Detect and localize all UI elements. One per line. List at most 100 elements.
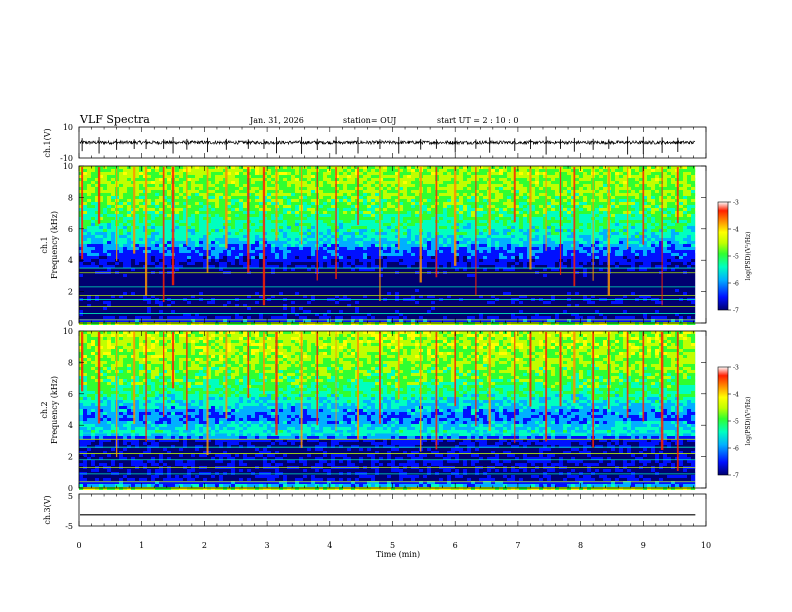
ch1-spectrogram-cell bbox=[415, 166, 419, 169]
ch1-spectrogram-cell bbox=[579, 220, 583, 223]
ch1-spectrogram-cell bbox=[503, 208, 507, 211]
ch1-spectrogram-cell bbox=[303, 169, 307, 172]
ch1-spectrogram-cell bbox=[371, 178, 375, 181]
ch1-spectrogram-cell bbox=[215, 184, 219, 187]
ch1-spectrogram-cell bbox=[179, 214, 183, 217]
ch1-spectrogram-cell bbox=[583, 202, 587, 205]
ch1-spectrogram-cell bbox=[663, 181, 667, 184]
ch1-spectrogram-cell bbox=[287, 208, 291, 211]
ch1-spectrogram-cell bbox=[595, 196, 599, 199]
ch1-spectrogram-cell bbox=[391, 217, 395, 220]
ch1-spectrogram-cell bbox=[107, 220, 111, 223]
ch1-spectrogram-cell bbox=[311, 205, 315, 208]
ch1-spectrogram-cell bbox=[283, 190, 287, 193]
ch1-spectrogram-cell bbox=[635, 175, 639, 178]
ch1-spectrogram-cell bbox=[255, 178, 259, 181]
ch1-spectrogram-cell bbox=[343, 223, 347, 226]
ch1-spectrogram-cell bbox=[255, 220, 259, 223]
ch1-spectrogram-cell bbox=[343, 169, 347, 172]
ch1-spectrogram-cell bbox=[595, 172, 599, 175]
ch1-spectrogram-cell bbox=[259, 187, 263, 190]
ch1-spectrogram-cell bbox=[343, 193, 347, 196]
ch1-spectrogram-cell bbox=[599, 220, 603, 223]
ch1-spectrogram-cell bbox=[139, 178, 143, 181]
ch1-spectrogram-cell bbox=[539, 214, 543, 217]
ch1-spectrogram-cell bbox=[603, 199, 607, 202]
ch1-spectrogram-cell bbox=[235, 202, 239, 205]
ch1-spectrogram-cell bbox=[507, 178, 511, 181]
ch1-spectrogram-cell bbox=[111, 178, 115, 181]
ch1-spectrogram-cell bbox=[235, 184, 239, 187]
ch1-spectrogram-cell bbox=[431, 181, 435, 184]
ch1-spectrogram-cell bbox=[267, 175, 271, 178]
ch1-spectrogram-cell bbox=[187, 190, 191, 193]
ch1-spectrogram-cell bbox=[535, 193, 539, 196]
ch1-spectrogram-cell bbox=[423, 214, 427, 217]
ch1-spectrogram-cell bbox=[443, 208, 447, 211]
ch1-spectrogram-cell bbox=[339, 220, 343, 223]
ch1-spectrogram-cell bbox=[691, 205, 695, 208]
ch1-spectrogram-cell bbox=[639, 202, 643, 205]
ch1-spectrogram-cell bbox=[375, 190, 379, 193]
ch1-spectrogram-cell bbox=[347, 166, 351, 169]
ch1-spectrogram-cell bbox=[339, 211, 343, 214]
ch1-spectrogram-cell bbox=[431, 211, 435, 214]
ch1-spectrogram-cell bbox=[331, 208, 335, 211]
ch1-spectrogram-cell bbox=[407, 175, 411, 178]
ch1-spectrogram-cell bbox=[119, 166, 123, 169]
ch1-spectrogram-cell bbox=[215, 202, 219, 205]
ch1-spectrogram-cell bbox=[427, 214, 431, 217]
ch1-spectrogram-cell bbox=[211, 199, 215, 202]
ch1-spectrogram-cell bbox=[331, 199, 335, 202]
ch1-spectrogram-cell bbox=[599, 187, 603, 190]
ch1-spectrogram-cell bbox=[471, 211, 475, 214]
ch1-spectrogram-cell bbox=[467, 211, 471, 214]
ch1-spectrogram-cell bbox=[635, 199, 639, 202]
ch1-spectrogram-cell bbox=[367, 211, 371, 214]
ch1-spectrogram-cell bbox=[227, 178, 231, 181]
ch1-spectrogram-cell bbox=[531, 208, 535, 211]
ch1-spectrogram-cell bbox=[619, 202, 623, 205]
ch1-spectrogram-cell bbox=[151, 187, 155, 190]
ch1-spectrogram-cell bbox=[363, 211, 367, 214]
ch1-spectrogram-cell bbox=[443, 169, 447, 172]
ch1-spectrogram-cell bbox=[447, 172, 451, 175]
ch1-spectrogram-cell bbox=[483, 205, 487, 208]
ch1-spectrogram-cell bbox=[363, 205, 367, 208]
ch1-spectrogram-cell bbox=[603, 217, 607, 220]
ch1-spectrogram-cell bbox=[139, 217, 143, 220]
ch1-spectrogram-cell bbox=[447, 175, 451, 178]
ch1-spectrogram-cell bbox=[363, 202, 367, 205]
ch1-spectrogram-cell bbox=[123, 187, 127, 190]
ch1-spectrogram-cell bbox=[671, 199, 675, 202]
ch1-spectrogram-cell bbox=[203, 169, 207, 172]
ch1-spectrogram-cell bbox=[343, 205, 347, 208]
ch1-spectrogram-cell bbox=[311, 202, 315, 205]
ch1-spectrogram-cell bbox=[363, 217, 367, 220]
ch1-spectrogram-cell bbox=[663, 205, 667, 208]
ch1-spectrogram-cell bbox=[535, 181, 539, 184]
ch1-spectrogram-cell bbox=[159, 208, 163, 211]
ch1-spectrogram-cell bbox=[495, 214, 499, 217]
ch1-spectrogram-cell bbox=[119, 205, 123, 208]
ch1-spectrogram-cell bbox=[663, 196, 667, 199]
ch1-spectrogram-cell bbox=[107, 205, 111, 208]
ch1-spectrogram-cell bbox=[483, 166, 487, 169]
ch1-spectrogram-cell bbox=[603, 211, 607, 214]
ch1-spectrogram-cell bbox=[307, 208, 311, 211]
ch1-spectrogram-cell bbox=[567, 172, 571, 175]
ch1-spectrogram-cell bbox=[231, 211, 235, 214]
ch1-spectrogram-cell bbox=[579, 178, 583, 181]
ch1-spectrogram-cell bbox=[691, 181, 695, 184]
ch1-spectrogram-cell bbox=[259, 166, 263, 169]
ch1-spectrogram-cell bbox=[575, 178, 579, 181]
ch1-spectrogram-cell bbox=[215, 196, 219, 199]
ch1-spectrogram-cell bbox=[327, 196, 331, 199]
ch1-spectrogram-cell bbox=[191, 190, 195, 193]
ch1-spectrogram-cell bbox=[507, 190, 511, 193]
ch1-spectrogram-cell bbox=[427, 169, 431, 172]
ch1-spectrogram-cell bbox=[611, 220, 615, 223]
ch1-spectrogram-cell bbox=[279, 205, 283, 208]
ch1-spectrogram-cell bbox=[259, 178, 263, 181]
ch1-spectrogram-cell bbox=[579, 199, 583, 202]
